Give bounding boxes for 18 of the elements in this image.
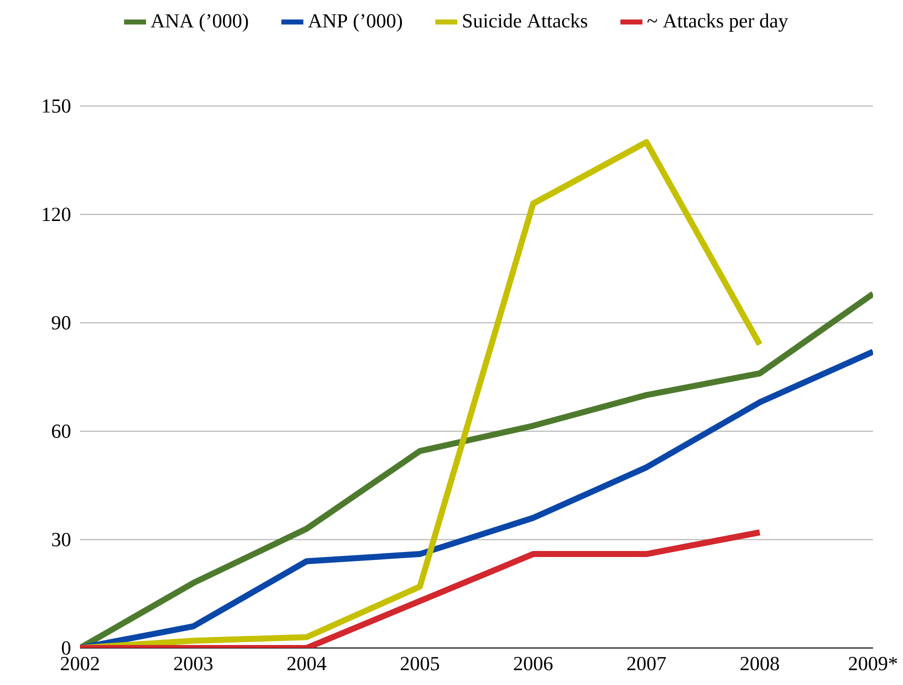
x-tick-label: 2002 bbox=[60, 656, 99, 670]
legend-label: ANA (’000) bbox=[150, 14, 248, 32]
y-tick-label: 60 bbox=[52, 424, 70, 438]
legend-label: ANP (’000) bbox=[308, 14, 402, 32]
legend-label: ~ Attacks per day bbox=[647, 14, 788, 32]
x-tick-label: 2009* bbox=[848, 656, 898, 670]
y-tick-label: 0 bbox=[62, 641, 70, 655]
y-tick-label: 120 bbox=[42, 208, 70, 222]
x-tick-label: 2008 bbox=[740, 656, 779, 670]
legend-label: Suicide Attacks bbox=[463, 14, 588, 28]
y-tick-label: 150 bbox=[42, 99, 70, 113]
y-tick-label: 90 bbox=[52, 316, 70, 330]
x-tick-label: 2004 bbox=[287, 656, 326, 670]
x-tick-label: 2006 bbox=[514, 656, 553, 670]
x-tick-label: 2003 bbox=[174, 656, 213, 670]
y-tick-label: 30 bbox=[52, 532, 70, 546]
x-tick-label: 2007 bbox=[627, 656, 666, 670]
x-tick-label: 2005 bbox=[400, 656, 440, 670]
